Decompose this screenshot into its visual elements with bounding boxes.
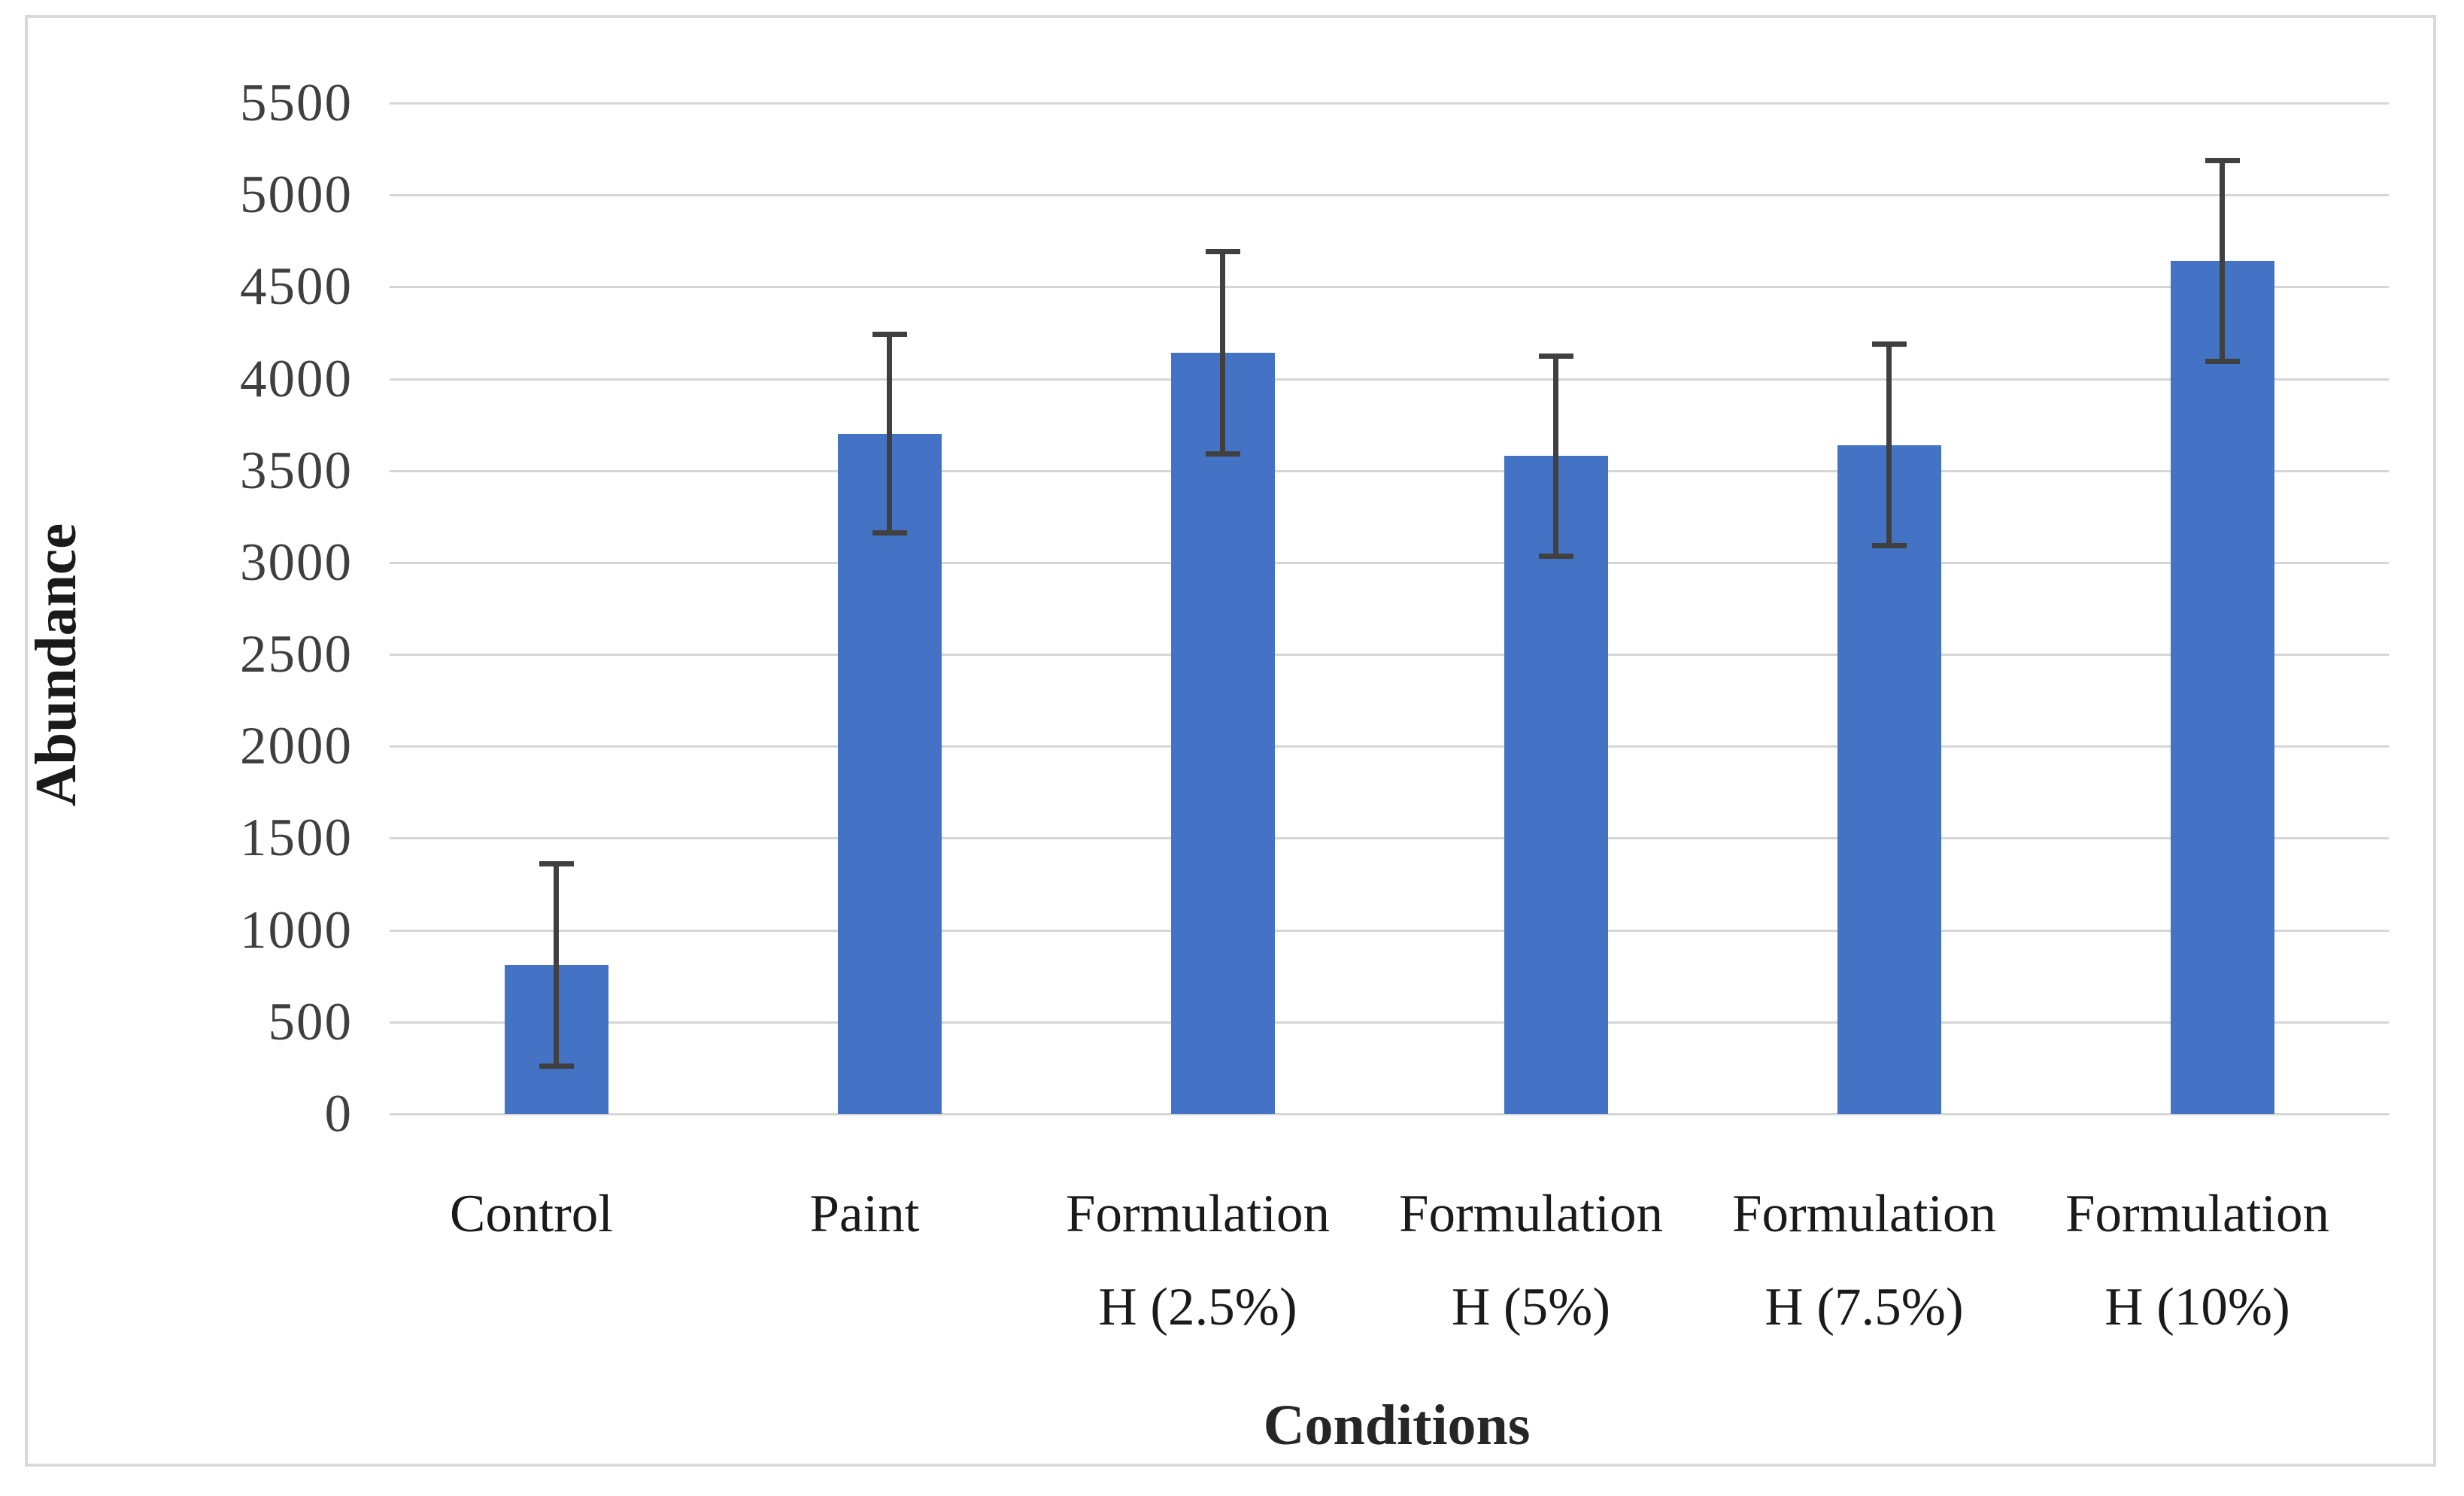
y-tick-label: 3500	[240, 441, 353, 500]
gridline	[390, 469, 2389, 472]
x-category-label: Formulation H (5%)	[1398, 1185, 1664, 1337]
gridline	[390, 837, 2389, 840]
bar-formulation-h-(5%)	[1504, 456, 1608, 1114]
x-category-label: Formulation H (10%)	[2065, 1185, 2330, 1337]
y-tick-label: 3000	[240, 533, 353, 592]
error-bar-cap	[1538, 553, 1573, 559]
x-category-label: Paint	[809, 1185, 920, 1243]
error-bar-cap	[1871, 543, 1907, 549]
y-tick-label: 5000	[240, 165, 353, 225]
error-bar-cap	[872, 530, 907, 536]
gridline	[390, 1021, 2389, 1024]
bar-formulation-h-(2.5%)	[1170, 353, 1275, 1114]
gridline	[390, 561, 2389, 564]
plot-area	[390, 102, 2389, 1115]
gridline	[390, 1113, 2389, 1115]
error-bar-cap	[539, 861, 574, 867]
error-bar-line	[1886, 344, 1892, 546]
y-tick-label: 2000	[240, 717, 353, 776]
gridline	[390, 194, 2389, 197]
gridline	[390, 745, 2389, 748]
y-tick-label: 0	[324, 1085, 353, 1143]
x-category-label: Formulation H (7.5%)	[1731, 1185, 1997, 1337]
x-category-label: Control	[450, 1185, 613, 1243]
error-bar-cap	[1871, 341, 1907, 347]
error-bar-cap	[872, 332, 907, 338]
y-tick-label: 2500	[240, 625, 353, 684]
gridline	[390, 654, 2389, 657]
y-tick-label: 1500	[240, 809, 353, 868]
bar-paint	[837, 433, 942, 1114]
y-tick-label: 500	[268, 992, 353, 1051]
chart-frame: Abundance 0 500 1000 1500 2000 2500 3000 3500 40…	[23, 15, 2436, 1467]
error-bar-line	[2220, 160, 2225, 362]
x-category-label: Formulation H (2.5%)	[1065, 1185, 1331, 1337]
error-bar-cap	[539, 1063, 574, 1069]
error-bar-cap	[2205, 358, 2240, 364]
y-tick-label: 1000	[240, 900, 353, 960]
error-bar-line	[1220, 251, 1225, 454]
error-bar-cap	[2205, 158, 2240, 164]
error-bar-cap	[1538, 353, 1573, 359]
gridline	[390, 102, 2389, 105]
x-axis-title: Conditions	[1263, 1394, 1531, 1457]
y-tick-label: 4500	[240, 257, 353, 317]
error-bar-line	[1553, 356, 1558, 557]
bar-formulation-h-(7.5%)	[1837, 445, 1941, 1114]
y-tick-label: 4000	[240, 349, 353, 408]
gridline	[390, 286, 2389, 289]
gridline	[390, 929, 2389, 932]
bar-formulation-h-(10%)	[2170, 261, 2274, 1114]
gridline	[390, 378, 2389, 381]
error-bar-cap	[1205, 249, 1240, 255]
y-tick-label: 5500	[240, 74, 353, 132]
error-bar-line	[554, 863, 559, 1067]
error-bar-cap	[1205, 451, 1240, 457]
error-bar-line	[887, 334, 892, 533]
